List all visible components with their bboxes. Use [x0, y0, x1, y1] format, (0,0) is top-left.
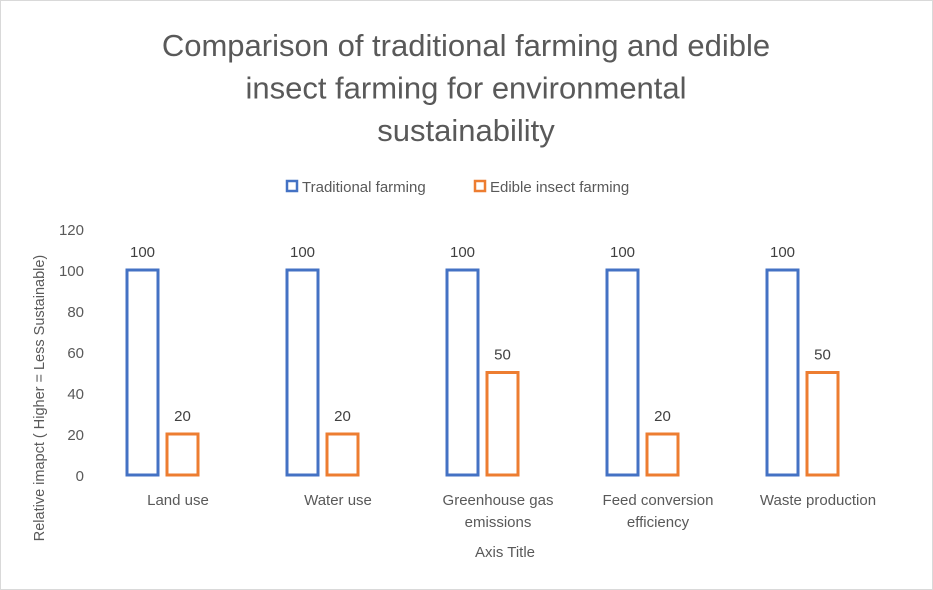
data-label: 100 [290, 244, 315, 261]
bar-edible-insect-farming [165, 432, 200, 477]
bar-edible-insect-farming [325, 432, 360, 477]
data-label: 20 [334, 408, 351, 425]
data-label: 100 [610, 244, 635, 261]
x-tick-label: Water use [304, 492, 372, 509]
y-tick-label: 80 [67, 304, 84, 321]
x-tick-label: emissions [465, 514, 532, 531]
data-label: 50 [494, 347, 511, 364]
bar-traditional-farming [765, 268, 800, 477]
y-tick-label: 40 [67, 386, 84, 403]
y-axis: 0 20 40 60 80 100 120 [59, 222, 84, 485]
y-tick-label: 100 [59, 263, 84, 280]
x-tick-label: Greenhouse gas [443, 492, 554, 509]
chart-title-line: Comparison of traditional farming and ed… [162, 28, 770, 63]
legend: Traditional farming Edible insect farming [285, 179, 629, 196]
bar-traditional-farming [125, 268, 160, 477]
y-tick-label: 60 [67, 345, 84, 362]
x-tick-label: Waste production [760, 492, 876, 509]
chart-title-line: sustainability [377, 113, 555, 148]
legend-label: Edible insect farming [490, 179, 629, 196]
x-axis-title: Axis Title [475, 544, 535, 561]
bar-edible-insect-farming [805, 371, 840, 477]
x-axis: Land use Water use Greenhouse gas emissions… [147, 492, 876, 531]
bar-edible-insect-farming [645, 432, 680, 477]
data-label: 100 [450, 244, 475, 261]
data-label: 50 [814, 347, 831, 364]
y-axis-title: Relative imapct ( Higher = Less Sustaina… [32, 255, 48, 542]
legend-swatch [285, 179, 299, 193]
bars: 100 20 100 20 100 50 100 20 100 50 [125, 244, 840, 477]
chart-title-line: insect farming for environmental [245, 71, 686, 106]
data-label: 100 [130, 244, 155, 261]
data-label: 100 [770, 244, 795, 261]
bar-traditional-farming [445, 268, 480, 477]
legend-swatch [473, 179, 487, 193]
bar-edible-insect-farming [485, 371, 520, 477]
x-tick-label: Feed conversion [603, 492, 714, 509]
legend-label: Traditional farming [302, 179, 426, 196]
bar-traditional-farming [605, 268, 640, 477]
chart-title: Comparison of traditional farming and ed… [162, 28, 770, 148]
y-tick-label: 0 [76, 468, 84, 485]
x-tick-label: Land use [147, 492, 209, 509]
data-label: 20 [174, 408, 191, 425]
y-tick-label: 120 [59, 222, 84, 239]
x-tick-label: efficiency [627, 514, 690, 531]
data-label: 20 [654, 408, 671, 425]
bar-traditional-farming [285, 268, 320, 477]
y-tick-label: 20 [67, 427, 84, 444]
